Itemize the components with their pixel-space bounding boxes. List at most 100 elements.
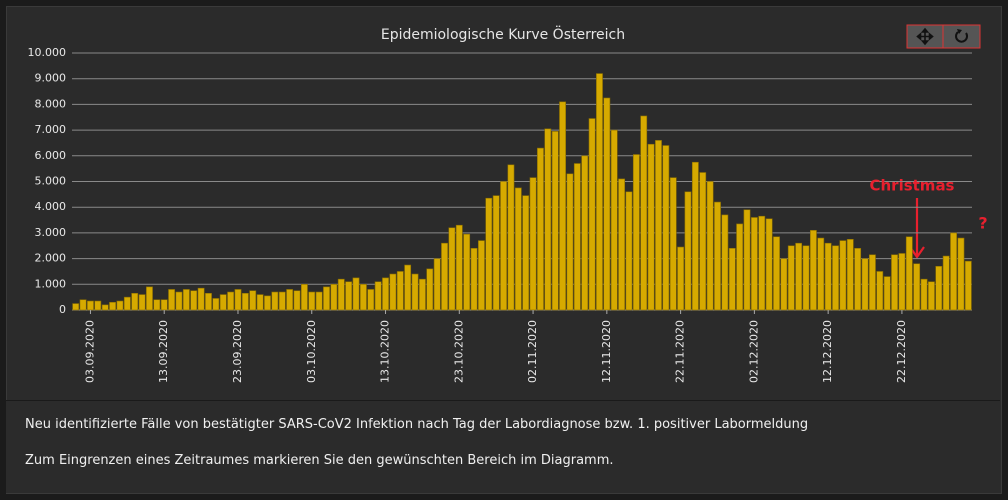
pan-button[interactable]	[906, 24, 944, 49]
bar	[382, 277, 389, 311]
bar	[898, 253, 906, 311]
bar	[286, 289, 294, 311]
bar	[824, 242, 832, 311]
bar	[603, 97, 611, 311]
x-tick-label: 12.12.2020	[821, 320, 834, 383]
bar	[854, 248, 862, 311]
bar	[433, 258, 441, 311]
bar	[131, 292, 139, 311]
bar	[123, 296, 131, 311]
x-tick-label: 22.12.2020	[895, 320, 908, 383]
reset-button[interactable]	[942, 24, 981, 49]
bar	[168, 289, 175, 311]
bar	[101, 304, 109, 311]
bar	[942, 255, 950, 311]
bar	[315, 291, 323, 311]
bar	[249, 290, 257, 311]
chart-title: Epidemiologische Kurve Österreich	[381, 25, 625, 43]
bar	[891, 254, 898, 311]
x-tick-label: 13.09.2020	[157, 320, 170, 383]
y-tick-label: 8.000	[35, 97, 67, 110]
bar	[529, 177, 537, 311]
x-tick-label: 12.11.2020	[600, 320, 613, 383]
bar	[750, 217, 758, 311]
bar	[846, 239, 854, 311]
bar	[699, 172, 707, 311]
bar	[175, 291, 183, 311]
bar	[618, 178, 625, 311]
bar	[537, 147, 544, 311]
bar	[241, 292, 249, 311]
bar	[389, 273, 397, 311]
bar	[153, 299, 161, 311]
bar	[300, 283, 308, 311]
x-tick-label: 23.09.2020	[231, 320, 244, 383]
bar	[920, 278, 928, 311]
bar	[684, 191, 692, 311]
bar	[721, 214, 729, 311]
bar	[352, 277, 360, 311]
bar	[374, 281, 382, 311]
footer: Neu identifizierte Fälle von bestätigter…	[6, 400, 1000, 493]
reset-button-bg	[942, 24, 981, 49]
bar	[94, 300, 102, 311]
bar	[662, 145, 670, 311]
bar	[109, 301, 116, 311]
x-tick-label: 02.12.2020	[747, 320, 760, 383]
bar	[205, 292, 212, 311]
bar	[463, 233, 471, 311]
bar	[345, 281, 353, 311]
x-tick-label: 03.09.2020	[83, 320, 96, 383]
y-tick-label: 2.000	[35, 252, 67, 265]
bar	[647, 143, 655, 311]
bar	[308, 291, 316, 311]
bar	[839, 240, 847, 311]
bar	[883, 276, 891, 311]
bar	[219, 294, 227, 311]
x-tick-label: 23.10.2020	[452, 320, 465, 383]
bar	[182, 289, 190, 311]
y-tick-label: 3.000	[35, 226, 67, 239]
bar	[485, 197, 493, 311]
bar	[426, 268, 434, 311]
bar	[544, 128, 552, 311]
bar	[500, 181, 507, 311]
bar	[787, 245, 795, 311]
bar	[160, 299, 168, 311]
bar	[691, 161, 699, 311]
bar	[212, 298, 220, 311]
reset-icon-head	[957, 29, 962, 34]
bar	[795, 242, 803, 311]
bar	[337, 278, 345, 311]
bar	[419, 278, 426, 311]
x-tick-label: 02.11.2020	[526, 320, 539, 383]
bar	[773, 236, 780, 311]
bar	[551, 131, 559, 311]
bar	[736, 223, 744, 311]
bar	[116, 300, 124, 311]
x-tick-label: 22.11.2020	[674, 320, 687, 383]
bar	[928, 281, 935, 311]
bar	[411, 273, 419, 311]
bar	[596, 73, 603, 311]
y-tick-label: 10.000	[28, 46, 67, 59]
footer-hint: Zum Eingrenzen eines Zeitraumes markiere…	[25, 453, 614, 468]
bar	[507, 164, 515, 311]
bar	[441, 242, 448, 311]
y-tick-label: 1.000	[35, 277, 67, 290]
bar	[913, 263, 921, 311]
chart: Epidemiologische Kurve Österreich 0 1.000…	[28, 24, 988, 383]
bar	[566, 173, 574, 311]
bar	[146, 286, 153, 311]
bar	[964, 260, 972, 311]
bar	[293, 290, 301, 311]
y-tick-label: 0	[59, 303, 66, 316]
bar	[256, 294, 264, 311]
bar	[455, 224, 463, 311]
bar	[728, 248, 736, 311]
bar	[706, 181, 714, 311]
bar	[905, 236, 913, 311]
bar	[780, 258, 788, 311]
bar	[227, 291, 235, 311]
bar	[573, 163, 581, 311]
